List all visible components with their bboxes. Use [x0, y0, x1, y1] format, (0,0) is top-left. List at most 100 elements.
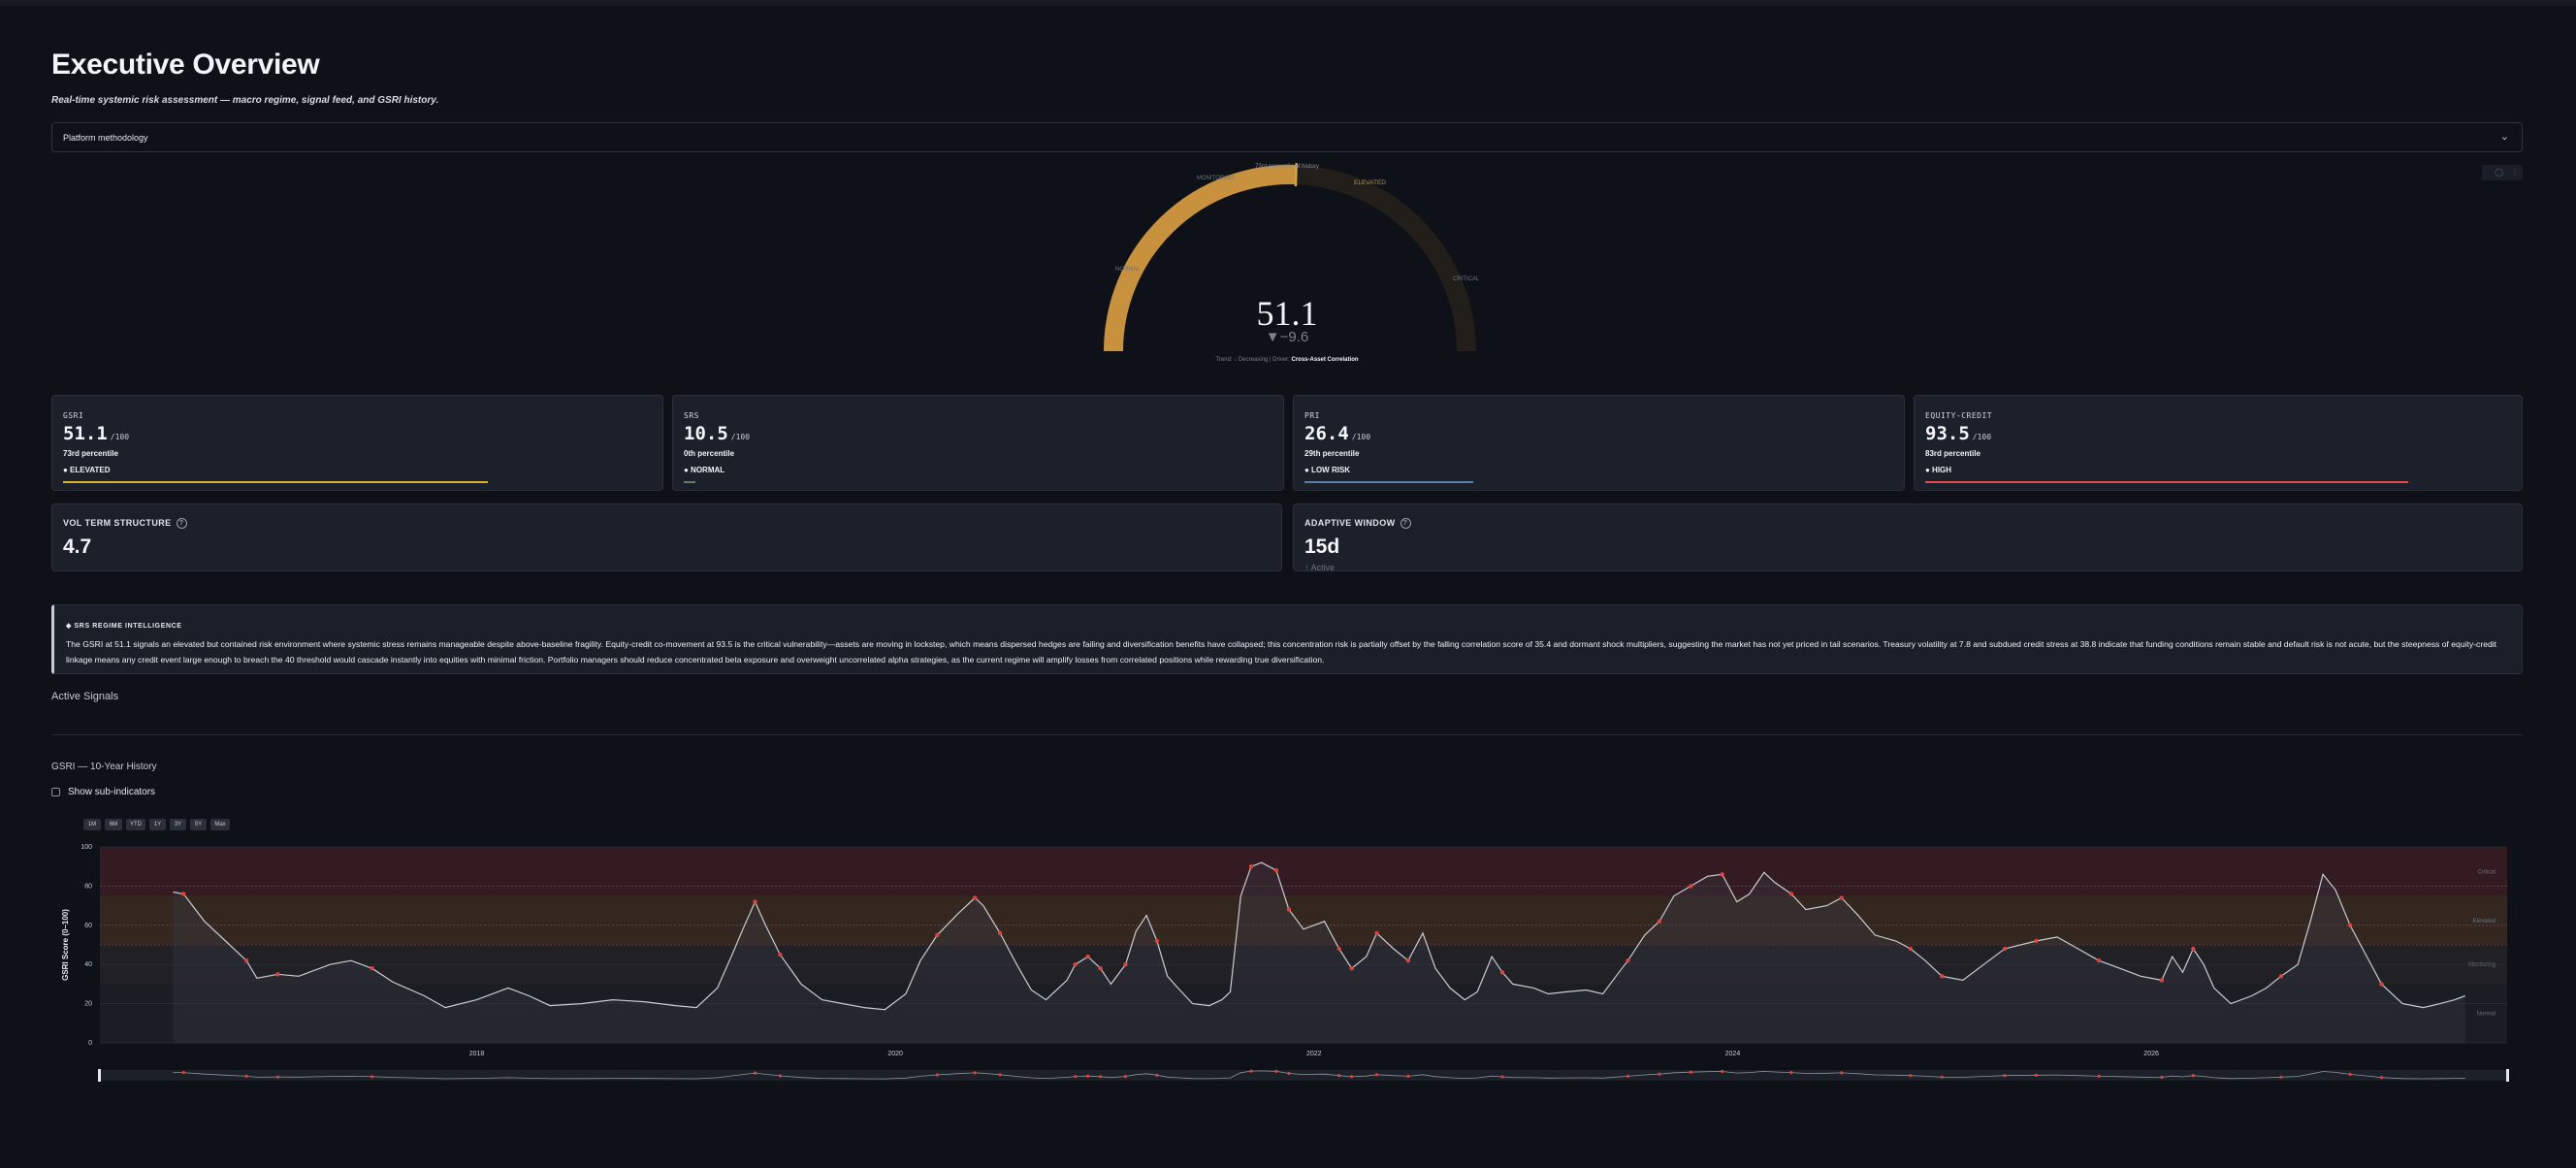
range-button-max[interactable]: Max — [210, 819, 230, 830]
range-button-1m[interactable]: 1M — [83, 819, 101, 830]
range-slider-marker — [1249, 1069, 1253, 1073]
zone-label-normal: Normal — [2477, 1012, 2496, 1018]
range-slider-marker — [1086, 1074, 1090, 1078]
card-status: ● NORMAL — [684, 466, 725, 474]
page-subtitle: Real-time systemic risk assessment — mac… — [51, 95, 439, 106]
page-title: Executive Overview — [51, 49, 320, 81]
card-percentile: 83rd percentile — [1925, 449, 1980, 458]
active-signals-title: Active Signals — [51, 691, 119, 702]
signal-marker — [1248, 864, 1254, 869]
card-label: ADAPTIVE WINDOW? — [1304, 518, 1411, 530]
series-area — [173, 862, 2465, 1043]
gauge-delta: ▼−9.6 — [1266, 329, 1308, 345]
signal-marker — [1788, 892, 1794, 896]
range-slider-marker — [1840, 1071, 1844, 1075]
signal-marker — [370, 966, 374, 971]
gauge-zone-critical: CRITICAL — [1453, 276, 1480, 282]
card-label: EQUITY-CREDIT — [1925, 411, 1993, 420]
signal-marker — [1908, 946, 1914, 952]
signal-marker — [2002, 946, 2008, 952]
range-slider-marker — [2034, 1073, 2038, 1077]
card-value: 93.5/100 — [1925, 423, 1992, 444]
range-button-6m[interactable]: 6M — [105, 819, 122, 830]
x-tick-label: 2024 — [1725, 1051, 1741, 1057]
methodology-expander[interactable]: Platform methodology ⌄ — [51, 122, 2523, 152]
signal-marker — [1657, 919, 1662, 924]
zone-band-critical — [100, 847, 2507, 896]
signal-marker — [243, 958, 249, 963]
range-button-ytd[interactable]: YTD — [126, 819, 145, 830]
signal-marker — [1098, 966, 1103, 971]
signal-marker — [1689, 884, 1693, 889]
metric-card-srs: SRS 10.5/100 0th percentile ● NORMAL — [672, 395, 1284, 491]
card-value: 26.4/100 — [1304, 423, 1371, 444]
signal-marker — [2379, 982, 2384, 987]
signal-marker — [1154, 938, 1160, 944]
card-progress-bar — [1304, 481, 1473, 483]
zone-band-monitoring — [100, 945, 2507, 985]
chevron-down-icon: ⌄ — [2499, 131, 2509, 143]
card-status: ● LOW RISK — [1304, 466, 1351, 474]
card-progress-bar — [684, 481, 695, 483]
y-tick-label: 60 — [84, 923, 92, 929]
range-slider-marker — [1337, 1074, 1341, 1078]
range-slider-marker — [1909, 1074, 1913, 1078]
range-slider-marker — [1099, 1075, 1103, 1079]
intel-title: ◆ SRS REGIME INTELLIGENCE — [66, 623, 182, 630]
card-label: SRS — [684, 411, 699, 420]
range-slider-marker — [244, 1074, 248, 1078]
range-slider — [100, 1070, 2507, 1081]
range-slider-marker — [1406, 1074, 1410, 1078]
gauge-value: 51.1 — [1257, 294, 1318, 333]
metric-card-pri: PRI 26.4/100 29th percentile ● LOW RISK — [1293, 395, 1905, 491]
gauge-zone-monitoring: MONITORING — [1197, 176, 1235, 181]
metric-card-vol-term-structure: VOL TERM STRUCTURE? 4.7 — [51, 503, 1282, 571]
range-slider-line — [173, 1070, 2465, 1080]
range-slider-marker — [370, 1075, 374, 1079]
signal-marker — [1085, 954, 1090, 959]
camera-icon[interactable]: ◯ — [2495, 168, 2503, 177]
signal-marker — [1349, 966, 1354, 971]
range-handle-left — [98, 1069, 101, 1082]
series-line — [173, 861, 2466, 1011]
range-slider-marker — [778, 1074, 783, 1078]
range-slider-marker — [2191, 1074, 2195, 1078]
zone-label-elevated: Elevated — [2473, 919, 2496, 925]
x-tick-label: 2026 — [2143, 1051, 2159, 1057]
card-label: VOL TERM STRUCTURE? — [63, 518, 187, 530]
show-sub-indicators-label[interactable]: Show sub-indicators — [68, 787, 156, 797]
range-slider-marker — [1155, 1073, 1159, 1077]
show-sub-indicators-checkbox[interactable] — [51, 788, 60, 796]
range-slider-marker — [998, 1073, 1002, 1077]
card-progress-bar — [1925, 481, 2408, 483]
help-icon[interactable]: ? — [176, 518, 187, 530]
chart-toolbar[interactable]: ◯ ⋮ — [2482, 165, 2523, 180]
range-slider-marker — [2003, 1074, 2007, 1078]
card-value: 4.7 — [63, 535, 92, 558]
range-slider-marker — [1658, 1072, 1661, 1076]
y-axis-title: GSRI Score (0–100) — [61, 909, 70, 981]
range-slider-marker — [2097, 1074, 2101, 1078]
signal-marker — [2034, 938, 2039, 944]
range-button-1y[interactable]: 1Y — [149, 819, 166, 830]
gsri-gauge: 73rd percentile of history NORMAL MONITO… — [1104, 163, 1480, 363]
zone-label-monitoring: Monitoring — [2468, 962, 2496, 968]
signal-marker — [1839, 895, 1844, 900]
gauge-zone-elevated: ELEVATED — [1354, 179, 1386, 186]
more-icon[interactable]: ⋮ — [2511, 168, 2519, 177]
gauge-history-label: 73rd percentile of history — [1255, 164, 1319, 170]
signal-marker — [1336, 946, 1341, 952]
signal-marker — [997, 930, 1003, 936]
range-slider-marker — [935, 1073, 939, 1077]
help-icon[interactable]: ? — [1400, 518, 1411, 530]
range-slider-marker — [2160, 1075, 2164, 1080]
range-button-5y[interactable]: 5Y — [190, 819, 207, 830]
card-value: 15d — [1304, 535, 1340, 558]
range-button-3y[interactable]: 3Y — [170, 819, 186, 830]
signal-marker — [1286, 907, 1292, 912]
signal-marker — [1374, 930, 1379, 936]
range-slider-marker — [2379, 1076, 2384, 1080]
gauge-marker — [1294, 163, 1298, 187]
card-percentile: 0th percentile — [684, 449, 735, 458]
signal-marker — [1499, 970, 1505, 975]
